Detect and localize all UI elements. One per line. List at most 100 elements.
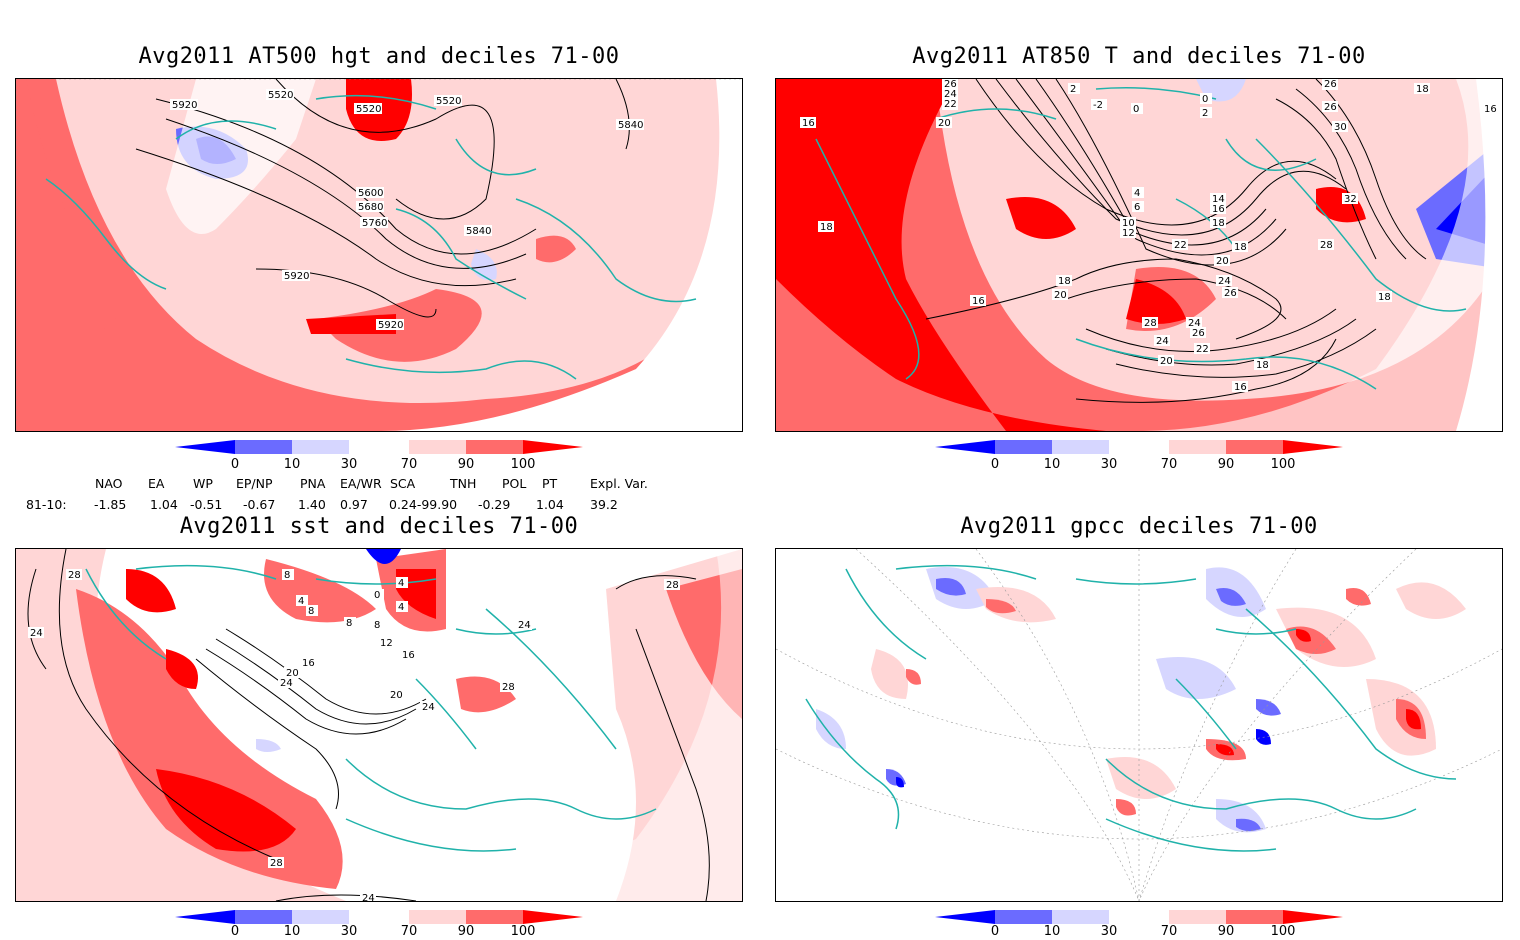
- index-value: 1.04: [536, 497, 564, 512]
- index-value: 39.2: [590, 497, 618, 512]
- contour-label: 18: [1212, 218, 1225, 229]
- teleconnection-value-row: 81-10: -1.85 1.04 -0.51 -0.67 1.40 0.97 …: [0, 497, 700, 513]
- map-850t: 26 24 22 20 16 18 2 -2 0 0 2 26 26 30 18…: [775, 78, 1503, 432]
- contour-label: 24: [422, 702, 435, 713]
- contour-label: 8: [346, 618, 352, 629]
- contour-label: 20: [1216, 256, 1229, 267]
- colorbar-500hgt: 0 10 30 70 90 100: [175, 440, 595, 480]
- contour-label: 22: [944, 99, 957, 110]
- contour-label: 28: [1144, 318, 1157, 329]
- contour-label: 24: [518, 620, 531, 631]
- contour-label: 18: [820, 222, 833, 233]
- colorbar-tick: 100: [510, 457, 536, 472]
- colorbar-tick: 100: [1270, 457, 1296, 472]
- contour-label: 28: [1320, 240, 1333, 251]
- colorbar-tick: 0: [230, 924, 240, 939]
- index-value: 1.40: [298, 497, 326, 512]
- contour-label: 20: [1160, 356, 1173, 367]
- map-500hgt: 5520 5520 5520 5920 5840 5600 5680 5760 …: [15, 78, 743, 432]
- contour-label: 0: [1202, 94, 1208, 105]
- contour-label: 6: [1134, 202, 1140, 213]
- contour-label: 16: [402, 650, 415, 661]
- index-name: EA: [148, 476, 165, 491]
- contour-label: 24: [30, 628, 43, 639]
- colorbar-tick: 0: [990, 457, 1000, 472]
- contour-label: 18: [1378, 292, 1391, 303]
- map-gpcc: [775, 548, 1503, 902]
- index-name: EP/NP: [236, 476, 273, 491]
- colorbar-tick: 30: [340, 924, 358, 939]
- colorbar-tick: 90: [457, 924, 475, 939]
- contour-label: 12: [1122, 228, 1135, 239]
- contour-label: 26: [1192, 328, 1205, 339]
- contour-label: 22: [1174, 240, 1187, 251]
- contour-label: 18: [1416, 84, 1429, 95]
- contour-label: 8: [308, 606, 314, 617]
- colorbar-tick: 90: [457, 457, 475, 472]
- contour-label: 16: [302, 658, 315, 669]
- colorbar-tick: 30: [1100, 457, 1118, 472]
- contour-label: 30: [1334, 122, 1347, 133]
- contour-label: 5840: [618, 120, 643, 131]
- colorbar-tick: 10: [283, 924, 301, 939]
- contour-label: 16: [1484, 104, 1497, 115]
- colorbar-tick: 100: [1270, 924, 1296, 939]
- colorbar-tick: 10: [1043, 457, 1061, 472]
- panel-title-850t: Avg2011 AT850 T and deciles 71-00: [912, 44, 1366, 69]
- index-name: POL: [502, 476, 527, 491]
- colorbar-gradient: [935, 910, 1343, 924]
- index-name: TNH: [450, 476, 477, 491]
- colorbar-tick: 70: [400, 457, 418, 472]
- colorbar-tick: 90: [1217, 924, 1235, 939]
- index-value: 0.24-99.90: [389, 497, 458, 512]
- index-name: WP: [193, 476, 213, 491]
- contour-label: -2: [1093, 100, 1103, 111]
- contour-label: 5600: [358, 188, 383, 199]
- contour-label: 4: [398, 578, 404, 589]
- index-name: SCA: [390, 476, 416, 491]
- contour-label: 24: [944, 89, 957, 100]
- contour-label: 0: [1133, 104, 1139, 115]
- colorbar-sst: 0 10 30 70 90 100: [175, 910, 595, 940]
- contour-label: 16: [1234, 382, 1247, 393]
- contour-label: 5920: [284, 271, 309, 282]
- contour-label: 5520: [268, 90, 293, 101]
- index-value: -1.85: [94, 497, 127, 512]
- index-value: -0.29: [478, 497, 511, 512]
- index-name: PNA: [300, 476, 326, 491]
- contour-label: 16: [1212, 204, 1225, 215]
- contour-label: 24: [1218, 276, 1231, 287]
- colorbar-tick: 0: [230, 457, 240, 472]
- contour-label: 18: [1058, 276, 1071, 287]
- contour-label: 5520: [436, 96, 461, 107]
- contour-label: 4: [1134, 188, 1140, 199]
- index-name: NAO: [95, 476, 123, 491]
- contour-label: 24: [280, 678, 293, 689]
- colorbar-gpcc: 0 10 30 70 90 100: [935, 910, 1355, 940]
- contour-label: 20: [1054, 290, 1067, 301]
- contour-label: 5920: [378, 320, 403, 331]
- index-value: -0.51: [190, 497, 223, 512]
- contour-label: 5760: [362, 218, 387, 229]
- index-name: Expl. Var.: [590, 476, 648, 491]
- contour-label: 22: [1196, 344, 1209, 355]
- contour-label: 26: [1324, 79, 1337, 90]
- contour-label: 28: [68, 570, 81, 581]
- index-name: PT: [542, 476, 558, 491]
- contour-label: 10: [1122, 218, 1135, 229]
- colorbar-gradient: [175, 910, 583, 924]
- contour-label: 26: [1224, 288, 1237, 299]
- contour-label: 18: [1256, 360, 1269, 371]
- contour-label: 5840: [466, 226, 491, 237]
- contour-label: 28: [666, 580, 679, 591]
- colorbar-tick: 100: [510, 924, 536, 939]
- colorbar-tick: 30: [340, 457, 358, 472]
- contour-label: 20: [390, 690, 403, 701]
- contour-label: 26: [944, 79, 957, 90]
- panel-title-500hgt: Avg2011 AT500 hgt and deciles 71-00: [138, 44, 620, 69]
- colorbar-tick: 70: [400, 924, 418, 939]
- contour-label: 5680: [358, 202, 383, 213]
- contour-label: 0: [374, 590, 380, 601]
- colorbar-gradient: [175, 440, 583, 454]
- contour-label: 32: [1344, 194, 1357, 205]
